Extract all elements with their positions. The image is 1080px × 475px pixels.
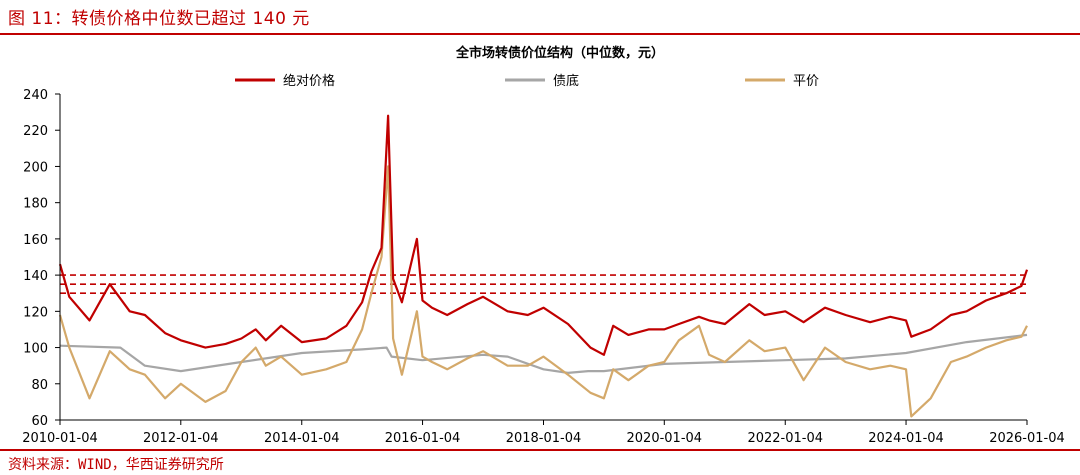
y-tick-label: 140 <box>23 269 48 284</box>
x-tick-label: 2024-01-04 <box>868 431 944 446</box>
y-tick-label: 60 <box>31 414 48 429</box>
source-note: 资料来源：WIND，华西证券研究所 <box>8 457 224 473</box>
series-layer <box>58 114 1029 418</box>
y-tick-label: 160 <box>23 233 48 248</box>
x-tick-label: 2018-01-04 <box>506 431 582 446</box>
legend-label-2: 债底 <box>553 73 579 89</box>
line-chart: 全市场转债价位结构（中位数，元） 绝对价格 债底 平价 60 80 100 120 140 1… <box>22 45 1065 446</box>
axes: 60 80 100 120 140 160 180 200 220 240 2010-01-04 20… <box>22 88 1065 446</box>
x-tick-label: 2022-01-04 <box>747 431 823 446</box>
y-tick-label: 100 <box>23 342 48 357</box>
legend-label-1: 绝对价格 <box>283 73 335 89</box>
reference-lines <box>60 274 1027 295</box>
series-line-1 <box>58 114 1029 356</box>
bottom-rule <box>0 449 1080 451</box>
x-tick-label: 2012-01-04 <box>143 431 219 446</box>
figure-title: 图 11：转债价格中位数已超过 140 元 <box>8 9 310 29</box>
y-tick-label: 120 <box>23 305 48 320</box>
top-rule <box>0 33 1080 35</box>
y-tick-label: 200 <box>23 160 48 175</box>
series-line-2 <box>59 333 1028 374</box>
y-tick-label: 240 <box>23 88 48 103</box>
x-tick-label: 2016-01-04 <box>385 431 461 446</box>
y-tick-label: 80 <box>31 378 48 393</box>
legend-label-3: 平价 <box>793 74 819 89</box>
y-tick-label: 180 <box>23 197 48 212</box>
x-tick-label: 2020-01-04 <box>627 431 703 446</box>
x-tick-label: 2010-01-04 <box>22 431 98 446</box>
series-line-3 <box>58 165 1028 418</box>
x-tick-label: 2014-01-04 <box>264 431 340 446</box>
chart-title: 全市场转债价位结构（中位数，元） <box>455 45 664 61</box>
legend: 绝对价格 债底 平价 <box>235 73 819 89</box>
y-tick-label: 220 <box>23 124 48 139</box>
x-tick-label: 2026-01-04 <box>989 431 1065 446</box>
